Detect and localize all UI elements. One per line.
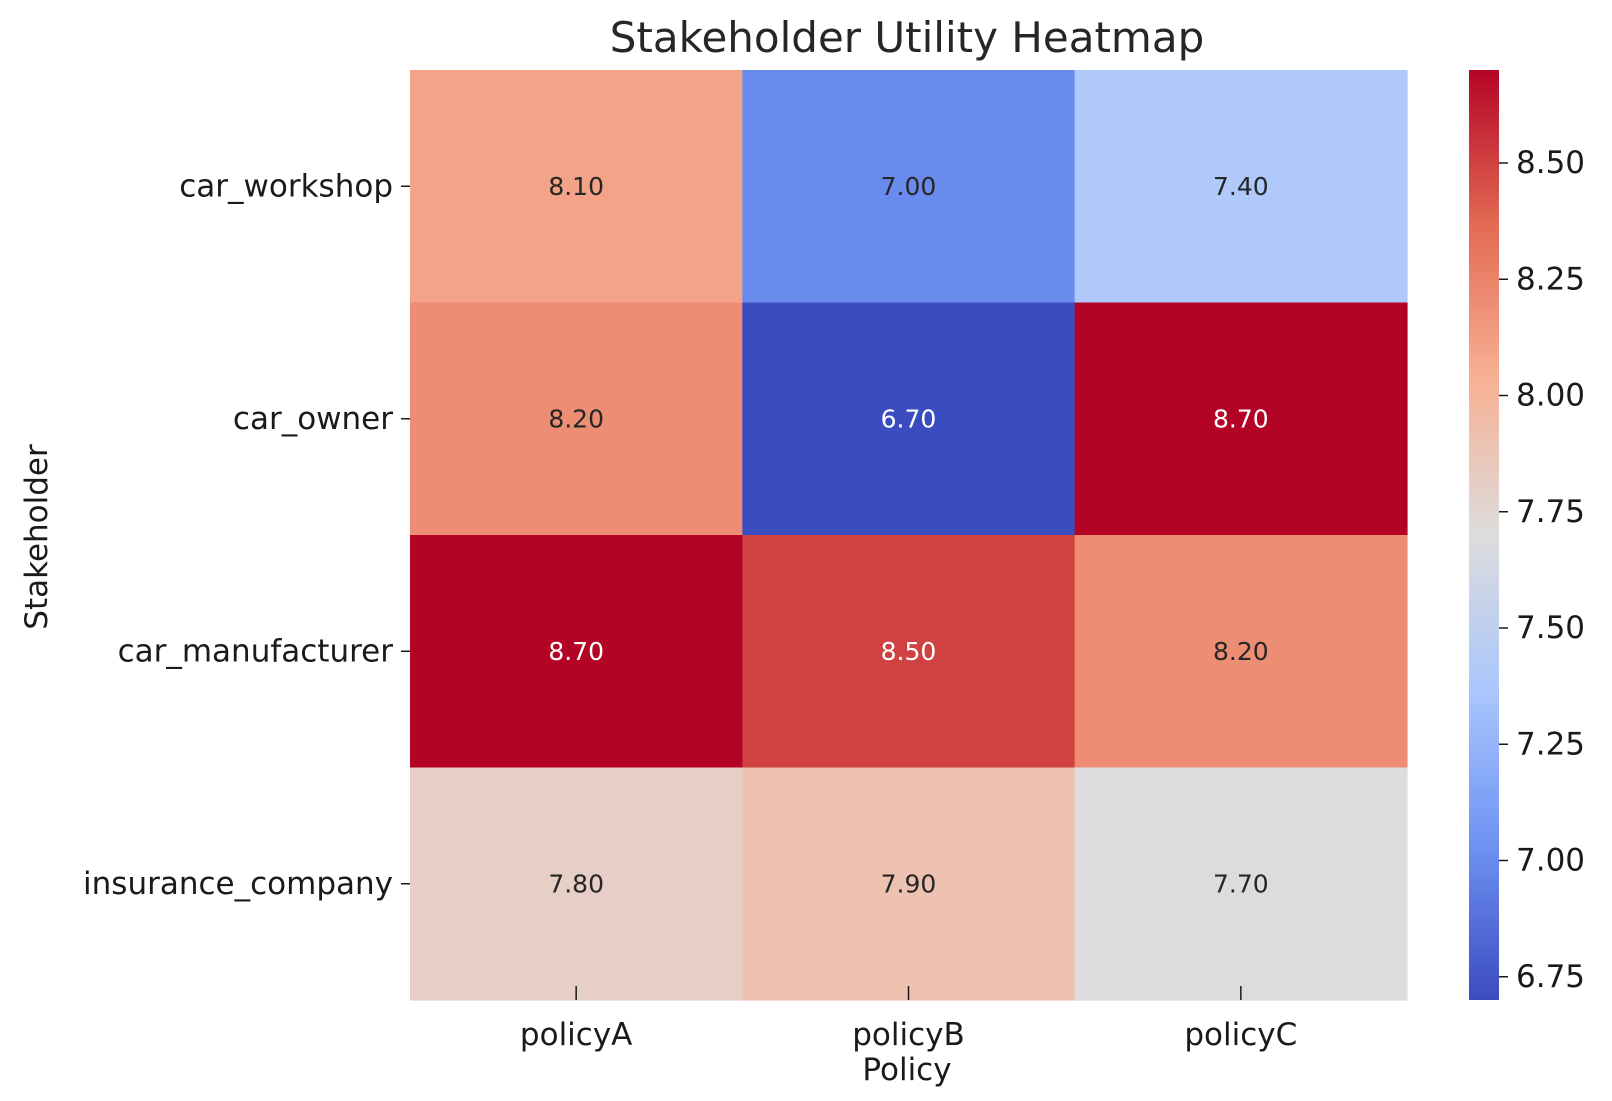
- cell-value-label: 7.70: [1213, 869, 1269, 898]
- heatmap-cell: [410, 767, 743, 1001]
- y-axis-ticks: car_workshop car_owner car_manufacturerins…: [83, 168, 410, 902]
- x-axis-title: Policy: [862, 1052, 951, 1088]
- cell-value-label: 8.70: [1213, 404, 1269, 433]
- cell-value-label: 8.50: [881, 637, 937, 666]
- x-tick-label: policyC: [1184, 1017, 1297, 1053]
- heatmap-cell: [742, 302, 1076, 536]
- colorbar-tick-label: 7.25: [1516, 726, 1585, 762]
- heatmap-cells: [410, 70, 1408, 1001]
- x-axis-ticks: policyA policyB policyC: [520, 986, 1297, 1053]
- colorbar-tick-label: 7.50: [1516, 610, 1585, 646]
- colorbar-tick-label: 7.75: [1516, 494, 1585, 530]
- heatmap-cell: [742, 535, 1076, 769]
- cell-value-label: 7.90: [881, 869, 937, 898]
- chart-title: Stakeholder Utility Heatmap: [610, 13, 1204, 62]
- y-tick-label: car_workshop: [179, 168, 393, 204]
- colorbar-tick-label: 8.25: [1516, 261, 1585, 297]
- cell-value-label: 7.00: [881, 172, 937, 201]
- cell-value-label: 8.20: [1213, 637, 1269, 666]
- y-tick-label: insurance_company: [83, 866, 393, 902]
- heatmap-cell: [1074, 70, 1408, 304]
- heatmap-cell: [1074, 302, 1408, 536]
- heatmap-cell: [410, 302, 743, 536]
- cell-value-label: 8.20: [548, 404, 604, 433]
- colorbar: [1469, 70, 1499, 1000]
- cell-value-label: 8.70: [548, 637, 604, 666]
- x-tick-label: policyB: [852, 1017, 965, 1053]
- heatmap-cell: [410, 535, 743, 769]
- cell-value-label: 8.10: [548, 172, 604, 201]
- y-axis-title: Stakeholder: [19, 444, 55, 630]
- y-tick-label: car_manufacturer: [118, 633, 394, 669]
- colorbar-tick-label: 8.50: [1516, 145, 1585, 181]
- x-tick-label: policyA: [520, 1017, 632, 1053]
- heatmap-cell: [1074, 767, 1408, 1001]
- heatmap-cell: [410, 70, 743, 304]
- heatmap-cell-labels: 8.10 7.00 7.40 8.20 6.70 8.70 8.70 8.50 8.20 7.80…: [548, 172, 1268, 899]
- y-tick-label: car_owner: [233, 401, 393, 437]
- colorbar-ticks: 6.75 7.00 7.25 7.50 7.75 8.00 8.25 8.50: [1499, 145, 1585, 995]
- heatmap-cell: [742, 70, 1076, 304]
- colorbar-tick-label: 8.00: [1516, 378, 1585, 414]
- colorbar-tick-label: 7.00: [1516, 843, 1585, 879]
- heatmap-cell: [742, 767, 1076, 1001]
- cell-value-label: 7.40: [1213, 172, 1269, 201]
- colorbar-tick-label: 6.75: [1516, 959, 1585, 995]
- cell-value-label: 6.70: [881, 404, 937, 433]
- heatmap-cell: [1074, 535, 1408, 769]
- cell-value-label: 7.80: [548, 869, 604, 898]
